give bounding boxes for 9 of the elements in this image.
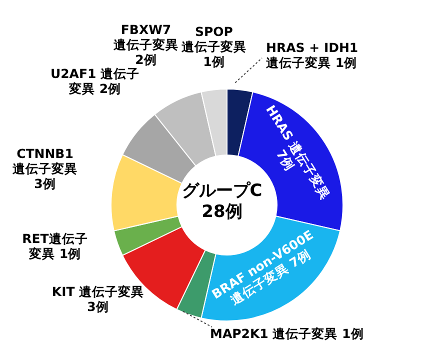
slice-label: RET遺伝子変異 1例 xyxy=(22,231,88,261)
slice-label: U2AF1 遺伝子変異 2例 xyxy=(50,66,140,96)
text: グループC 28例 xyxy=(182,181,262,222)
slice-label: MAP2K1 遺伝子変異 1例 xyxy=(210,326,364,341)
slice-label: HRAS + IDH1 遺伝子変異 1例 xyxy=(266,40,358,70)
slice-label: FBXW7 遺伝子変異 2例 xyxy=(114,22,178,67)
slice-label: SPOP 遺伝子変異 1例 xyxy=(182,24,246,69)
slice-label: CTNNB1 遺伝子変異 3例 xyxy=(12,146,78,191)
slice-label: KIT 遺伝子変異 3例 xyxy=(52,284,144,314)
